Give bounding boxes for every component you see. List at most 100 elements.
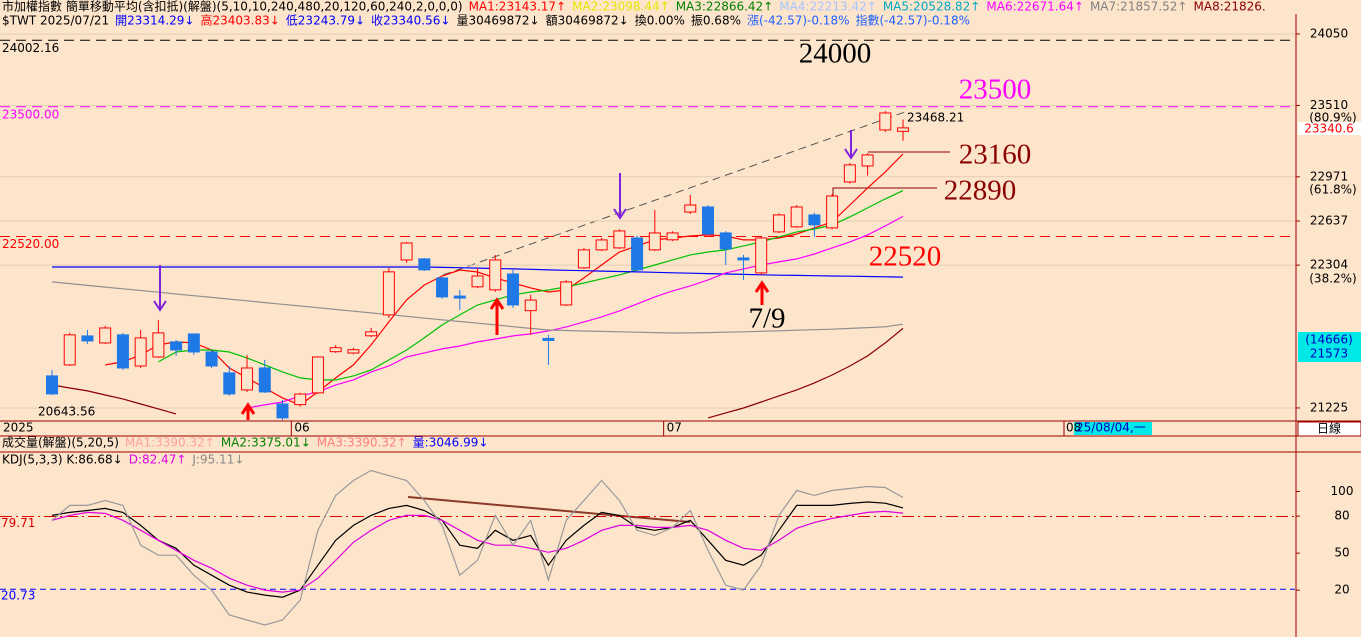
kdj-line (51, 510, 904, 593)
candle-body (205, 351, 218, 367)
cursor-date: 25/08/04,一 (1076, 421, 1146, 435)
level-label: 20.73 (1, 589, 35, 603)
candle-body (453, 295, 466, 299)
trend-line (442, 111, 906, 276)
header-text: 指數(-42.57)-0.18% (855, 13, 970, 28)
annotation: 23160 (959, 139, 1032, 171)
header-text: 低23243.79↓ (286, 14, 365, 28)
level-label: 24002.16 (2, 41, 59, 55)
annotation: 24000 (799, 38, 872, 70)
header-text: MA5:20528.82↑ (883, 0, 981, 14)
arrow-head (754, 280, 770, 293)
kdj-line (51, 469, 904, 626)
annotation: 23500 (959, 74, 1032, 106)
header-text: MA3:3390.32↑ (317, 436, 407, 450)
ma-line (246, 215, 904, 409)
y-tick-label: 24050 (1310, 26, 1348, 40)
candle-body (400, 242, 413, 261)
x-tick-label: 07 (667, 421, 682, 435)
y-tick-label: 100 (1331, 484, 1354, 498)
header-text: MA3:22866.42↑ (676, 0, 774, 14)
ma-line (51, 327, 904, 419)
header-text: MA1:3390.32↑ (125, 436, 215, 450)
candle-body (506, 273, 519, 306)
candle-body (489, 259, 502, 291)
candle-body (826, 195, 839, 229)
header-text: 量30469872↓ (456, 14, 539, 28)
candle-body (436, 277, 449, 298)
candle-body (116, 334, 129, 369)
candle-body (471, 275, 484, 288)
candle-body (365, 331, 378, 337)
level-label: 23500.00 (2, 107, 59, 121)
header-text: MA1:23143.17↑ (469, 0, 567, 14)
candle-body (897, 127, 910, 132)
header-text: MA8:21826. (1194, 0, 1266, 14)
candle-body (772, 214, 785, 233)
candle-body (524, 299, 537, 312)
candle-body (542, 337, 555, 341)
y-tick-label: 22971 (1310, 169, 1348, 183)
annotation: 22520 (869, 241, 942, 273)
ma-line (51, 281, 904, 334)
header-text: 額30469872↓ (546, 14, 629, 28)
candle-body (879, 112, 892, 131)
kdj-trend-line (407, 496, 691, 523)
candle-body (719, 232, 732, 250)
candle-body (684, 204, 697, 213)
candle-body (702, 206, 715, 235)
candle-body (276, 403, 289, 419)
y-tick-label: 50 (1334, 546, 1349, 560)
candle-body (81, 335, 94, 342)
header-text: 高23403.83↓ (200, 13, 279, 28)
x-tick-label: 06 (294, 421, 309, 435)
last-price-label: 23340.6 (1304, 122, 1354, 136)
arrow-head (240, 402, 256, 415)
candle-body (241, 367, 254, 391)
candle-body (294, 393, 307, 406)
header-text: J:95.11↓ (191, 453, 244, 467)
candle-body (631, 237, 644, 271)
fib-label: (38.2%) (1309, 272, 1356, 286)
connector (832, 187, 937, 196)
candle-body (843, 164, 856, 183)
candle-body (382, 271, 395, 316)
candle-body (861, 154, 874, 167)
header-text: 開23314.29↓ (115, 14, 194, 28)
volume-box-label: (14666) (1305, 333, 1353, 347)
candle-body (808, 214, 821, 226)
header-text: MA4:22213.42↑ (779, 0, 877, 14)
header-text: MA2:3375.01↓ (221, 436, 311, 450)
y-tick-label: 22304 (1310, 258, 1348, 272)
arrow-head (844, 148, 858, 160)
candle-body (223, 372, 236, 395)
header-text: D:82.47↑ (129, 453, 187, 467)
volume-box (1298, 332, 1361, 362)
header-text: 市加權指數 簡單移動平均(含扣抵)(解盤)(5,10,10,240,480,20… (2, 0, 463, 14)
candle-body (418, 258, 431, 271)
low-label: 20643.56 (38, 405, 95, 419)
arrow-head (153, 300, 167, 312)
candle-body (595, 239, 608, 251)
ma-line (158, 190, 904, 381)
year-label: 2025 (3, 421, 34, 435)
arrow-head (613, 208, 627, 220)
candle-body (63, 334, 76, 366)
header-text: 成交量(解盤)(5,20,5) (2, 435, 119, 450)
candle-body (170, 341, 183, 351)
period-box (1297, 421, 1361, 437)
candle-body (187, 333, 200, 353)
candle-body (329, 347, 342, 353)
candle-body (347, 349, 360, 354)
header-text: MA6:22671.64↑ (986, 0, 1084, 14)
volume-box-label: 21573 (1310, 347, 1348, 361)
header-text: 漲(-42.57)-0.18% (747, 14, 850, 28)
candle-body (666, 232, 679, 241)
candle-body (311, 356, 324, 394)
level-label: 22520.00 (2, 237, 59, 251)
candle-body (737, 257, 750, 261)
period-label: 日線 (1317, 421, 1341, 436)
header-text: MA2:23098.44↑ (572, 0, 670, 14)
kdj-line (51, 501, 904, 598)
